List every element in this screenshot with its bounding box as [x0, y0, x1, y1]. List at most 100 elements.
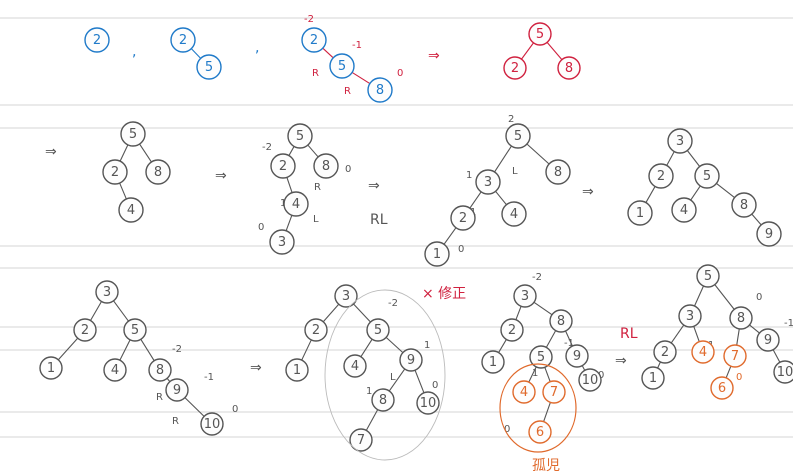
- node-circle: [287, 123, 313, 149]
- tree-node: 8: [313, 153, 339, 179]
- tree-node: 5: [196, 54, 222, 80]
- node-circle: [694, 163, 720, 189]
- tree-node: 2: [73, 318, 97, 342]
- tree-node: 3: [513, 284, 537, 308]
- tree-node: 2: [304, 318, 328, 342]
- tree-edge: [714, 284, 735, 310]
- tree-edge: [119, 144, 129, 162]
- tree-sketch: 52 8 4 3: [269, 123, 339, 255]
- node-label: 8: [740, 198, 748, 213]
- tree-node: 10: [578, 368, 602, 392]
- node-label: 2: [93, 33, 101, 48]
- balance-factor: 2: [508, 114, 514, 125]
- tree-node: 9: [756, 221, 782, 247]
- node-label: 7: [731, 349, 739, 364]
- node-label: 8: [322, 159, 330, 174]
- transform-arrow: ⇒: [615, 353, 627, 369]
- tree-node: 5: [505, 123, 531, 149]
- node-circle: [667, 128, 693, 154]
- tree-edge: [716, 182, 735, 199]
- node-label: 4: [699, 345, 707, 360]
- node-circle: [557, 56, 581, 80]
- balance-factor: 0: [397, 68, 403, 79]
- node-circle: [513, 284, 537, 308]
- node-label: 8: [154, 165, 162, 180]
- tree-node: 10: [200, 412, 224, 436]
- node-label: 2: [111, 165, 119, 180]
- tree-node: 8: [549, 309, 573, 333]
- tree-node: 3: [334, 284, 358, 308]
- node-label: 5: [703, 169, 711, 184]
- tree-node: 7: [349, 428, 373, 452]
- balance-factor: 0: [598, 370, 604, 381]
- node-label: 9: [765, 227, 773, 242]
- tree-node: 1: [285, 358, 309, 382]
- tree-edge: [385, 336, 404, 354]
- node-label: 3: [676, 134, 684, 149]
- node-label: 8: [376, 83, 384, 98]
- tree-edge: [749, 324, 760, 334]
- tree-node: 1: [481, 350, 505, 374]
- tree-sketch: 2 5 8: [301, 27, 393, 103]
- node-circle: [549, 309, 573, 333]
- tree-edge: [515, 306, 522, 320]
- tree-edge: [694, 285, 704, 307]
- node-circle: [696, 264, 720, 288]
- tree-edge: [360, 338, 373, 358]
- tree-node: 2: [648, 163, 674, 189]
- node-label: 1: [636, 206, 644, 221]
- node-circle: [367, 77, 393, 103]
- node-label: 10: [777, 365, 793, 380]
- node-circle: [170, 27, 196, 53]
- node-circle: [148, 358, 172, 382]
- tree-sketch: 3 2 5 1 4 8 9: [627, 128, 782, 247]
- tree-edge: [139, 143, 152, 163]
- node-label: 4: [510, 207, 518, 222]
- balance-factor: 0: [736, 372, 742, 383]
- node-label: 2: [661, 345, 669, 360]
- node-label: 4: [351, 359, 359, 374]
- node-label: 2: [459, 211, 467, 226]
- node-circle: [118, 197, 144, 223]
- node-label: 5: [704, 269, 712, 284]
- tree-edge: [545, 330, 557, 348]
- tree-node: 2: [102, 159, 128, 185]
- tree-node: 4: [512, 380, 536, 404]
- tree-node: 10: [416, 391, 440, 415]
- tree-node: 9: [565, 344, 589, 368]
- balance-factor: -1: [564, 338, 574, 349]
- node-label: 9: [407, 353, 415, 368]
- tree-edge: [322, 303, 340, 323]
- node-label: 9: [764, 333, 772, 348]
- node-label: 7: [357, 433, 365, 448]
- direction-label: R: [314, 182, 321, 193]
- balance-factor: 1: [280, 198, 286, 209]
- tree-edge: [286, 177, 293, 193]
- correction-title: × 修正: [422, 286, 466, 302]
- balance-factor: 0: [504, 424, 510, 435]
- tree-node: 8: [557, 56, 581, 80]
- tree-node: 3: [667, 128, 693, 154]
- node-circle: [565, 344, 589, 368]
- balance-factor: 0: [756, 292, 762, 303]
- tree-node: 2: [450, 205, 476, 231]
- node-circle: [313, 153, 339, 179]
- tree-edge: [521, 42, 534, 60]
- tree-node: 5: [329, 53, 355, 79]
- node-circle: [103, 358, 127, 382]
- node-label: 4: [127, 203, 135, 218]
- node-label: 6: [718, 381, 726, 396]
- node-label: 5: [374, 323, 382, 338]
- node-circle: [528, 420, 552, 444]
- node-circle: [678, 304, 702, 328]
- node-label: 5: [205, 60, 213, 75]
- node-circle: [578, 368, 602, 392]
- node-circle: [145, 159, 171, 185]
- tree-node: 2: [84, 27, 110, 53]
- node-label: 5: [131, 323, 139, 338]
- balance-factor: 1: [424, 340, 430, 351]
- node-circle: [671, 197, 697, 223]
- tree-node: 2: [653, 340, 677, 364]
- tree-node: 1: [424, 241, 450, 267]
